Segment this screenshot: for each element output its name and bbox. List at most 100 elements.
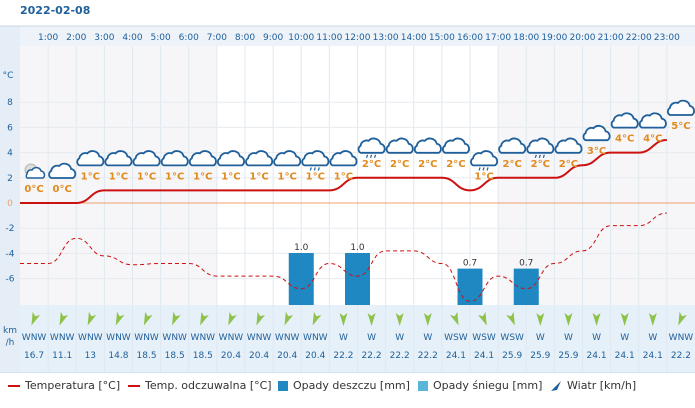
partly-cloudy-icon — [24, 163, 46, 179]
wind-direction: W — [564, 333, 573, 343]
wind-speed: 18.5 — [165, 351, 185, 361]
cloud-shape — [188, 150, 217, 167]
raindrop — [365, 154, 369, 158]
raindrop — [482, 167, 485, 171]
wind-arrow-shape — [312, 311, 322, 326]
raindrop — [317, 167, 320, 171]
cloud-icon — [104, 150, 133, 167]
raindrop — [542, 154, 545, 158]
wind-speed: 20.4 — [221, 351, 241, 361]
wind-direction: WSW — [472, 333, 496, 343]
hour-label: 14:00 — [401, 33, 427, 43]
rain-label: 0.7 — [519, 259, 533, 269]
hour-label: 5:00 — [151, 33, 171, 43]
wind-arrow-icon — [423, 313, 432, 326]
wind-arrow-shape — [478, 311, 487, 326]
cloud-icon — [441, 137, 470, 154]
wind-arrow-shape — [506, 311, 515, 326]
cloud-rain-icon — [301, 150, 330, 171]
cloud-icon — [188, 150, 217, 167]
rain-label: 1.0 — [294, 243, 309, 253]
wind-direction: WSW — [500, 333, 524, 343]
cloud-shape — [76, 150, 105, 167]
wind-arrow-shape — [256, 311, 266, 326]
raindrop — [309, 167, 312, 171]
legend-feels-like-label: Temp. odczuwalna [°C] — [145, 379, 272, 392]
wind-arrow-icon — [449, 311, 459, 326]
wind-speed: 25.9 — [558, 351, 578, 361]
wind-arrow-shape — [115, 311, 125, 326]
wind-direction: WNW — [219, 333, 244, 343]
cloud-icon — [413, 137, 442, 154]
wind-direction: WNW — [162, 333, 187, 343]
cloud-shape — [385, 137, 414, 154]
cloud-shape — [301, 150, 330, 167]
cloud-shape — [48, 162, 77, 179]
wind-direction: W — [620, 333, 629, 343]
wind-speed: 20.4 — [277, 351, 297, 361]
wind-arrow-shape — [592, 313, 601, 326]
y-tick-label: 8 — [7, 98, 13, 108]
legend-wind-label: Wiatr [km/h] — [567, 379, 637, 392]
wind-arrow-shape — [143, 311, 153, 326]
wind-speed: 14.8 — [108, 351, 128, 361]
cloud-icon — [76, 150, 105, 167]
cloud-icon — [498, 137, 527, 154]
temp-label: 2°C — [503, 159, 522, 170]
legend-wind: Wiatr [km/h] — [550, 379, 636, 392]
wind-direction: WNW — [303, 333, 328, 343]
wind-speed: 24.1 — [643, 351, 663, 361]
hour-label: 2:00 — [66, 33, 86, 43]
legend-temperature-label: Temperatura [°C] — [25, 379, 121, 392]
wind-speed: 24.1 — [474, 351, 494, 361]
temp-label: 1°C — [474, 171, 493, 182]
wind-arrow-shape — [87, 311, 97, 326]
wind-arrow-icon — [478, 311, 487, 326]
wind-arrow-icon — [312, 311, 322, 326]
wind-arrow-icon — [678, 311, 687, 326]
wind-speed: 13 — [85, 351, 96, 361]
wind-arrow-icon — [115, 311, 125, 326]
left-axis-strip — [0, 26, 20, 372]
wind-arrow-shape — [423, 313, 432, 326]
temp-label: 1°C — [193, 171, 212, 182]
hour-header — [20, 26, 695, 46]
cloud-shape — [610, 112, 639, 129]
cloud-shape — [104, 150, 133, 167]
rain-label: 0.7 — [463, 259, 477, 269]
wind-arrow-shape — [449, 311, 459, 326]
hour-label: 13:00 — [373, 33, 399, 43]
wind-speed: 20.4 — [249, 351, 269, 361]
temp-label: 1°C — [221, 171, 240, 182]
hour-label: 19:00 — [541, 33, 567, 43]
wind-direction: WNW — [106, 333, 131, 343]
wind-speed: 11.1 — [52, 351, 72, 361]
hour-label: 20:00 — [570, 33, 596, 43]
wind-arrow-icon — [551, 380, 561, 391]
cloud-icon — [638, 112, 667, 129]
temp-label: 1°C — [137, 171, 156, 182]
hour-label: 15:00 — [429, 33, 455, 43]
rain-label: 1.0 — [350, 243, 365, 253]
wind-direction: WNW — [50, 333, 75, 343]
legend-rain-label: Opady deszczu [mm] — [293, 379, 410, 392]
wind-direction: W — [423, 333, 432, 343]
wind-speed: 18.5 — [193, 351, 213, 361]
wind-speed: 24.1 — [615, 351, 635, 361]
hour-label: 21:00 — [598, 33, 624, 43]
hour-label: 8:00 — [235, 33, 255, 43]
cloud-shape — [638, 112, 667, 129]
wind-direction: W — [395, 333, 404, 343]
wind-arrow-icon — [506, 311, 515, 326]
temperature-line — [20, 139, 667, 204]
wind-arrow-shape — [678, 311, 687, 326]
y-tick-label: 4 — [7, 149, 13, 159]
cloud-rain-icon — [470, 150, 499, 171]
cloud-icon — [216, 150, 245, 167]
legend-snow-label: Opady śniegu [mm] — [433, 379, 543, 392]
raindrop — [373, 154, 377, 158]
wind-direction: W — [367, 333, 376, 343]
wind-speed: 24.1 — [587, 351, 607, 361]
legend-temperature: Temperatura [°C] — [8, 379, 120, 392]
temp-label: 1°C — [306, 171, 325, 182]
